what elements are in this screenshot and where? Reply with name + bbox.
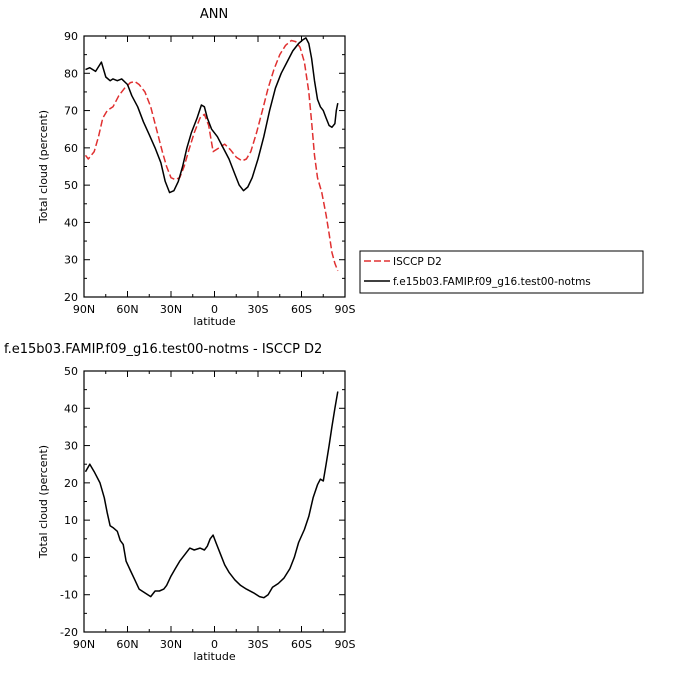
x-tick-label: 60N bbox=[116, 638, 138, 651]
chart-title: f.e15b03.FAMIP.f09_g16.test00-notms - IS… bbox=[4, 342, 322, 357]
y-tick-label: -20 bbox=[60, 626, 78, 639]
y-tick-label: 40 bbox=[64, 402, 78, 415]
x-tick-label: 90N bbox=[73, 303, 95, 316]
series-line-1 bbox=[84, 39, 339, 272]
y-tick-label: -10 bbox=[60, 589, 78, 602]
y-tick-label: 60 bbox=[64, 142, 78, 155]
y-tick-label: 80 bbox=[64, 67, 78, 80]
x-tick-label: 90S bbox=[335, 638, 356, 651]
y-tick-label: 50 bbox=[64, 179, 78, 192]
y-tick-label: 30 bbox=[64, 254, 78, 267]
y-tick-label: 20 bbox=[64, 477, 78, 490]
y-tick-label: 20 bbox=[64, 291, 78, 304]
y-tick-label: 50 bbox=[64, 365, 78, 378]
x-tick-label: 30N bbox=[160, 638, 182, 651]
y-tick-label: 70 bbox=[64, 105, 78, 118]
x-axis-label: latitude bbox=[193, 315, 235, 328]
y-tick-label: 0 bbox=[71, 551, 78, 564]
x-tick-label: 60S bbox=[291, 638, 312, 651]
y-axis-label: Total cloud (percent) bbox=[37, 110, 50, 224]
x-tick-label: 0 bbox=[211, 638, 218, 651]
x-tick-label: 60N bbox=[116, 303, 138, 316]
legend-label-2: f.e15b03.FAMIP.f09_g16.test00-notms bbox=[393, 276, 591, 288]
x-tick-label: 0 bbox=[211, 303, 218, 316]
x-axis-label: latitude bbox=[193, 650, 235, 663]
series-line-2 bbox=[85, 37, 339, 194]
plot-frame bbox=[83, 370, 346, 633]
x-tick-label: 30S bbox=[248, 303, 269, 316]
x-tick-label: 60S bbox=[291, 303, 312, 316]
x-tick-label: 30N bbox=[160, 303, 182, 316]
x-tick-label: 90N bbox=[73, 638, 95, 651]
x-tick-label: 90S bbox=[335, 303, 356, 316]
y-tick-label: 40 bbox=[64, 216, 78, 229]
y-tick-label: 30 bbox=[64, 440, 78, 453]
x-tick-label: 30S bbox=[248, 638, 269, 651]
y-tick-label: 90 bbox=[64, 30, 78, 43]
legend-label-1: ISCCP D2 bbox=[393, 256, 442, 268]
chart-title: ANN bbox=[200, 7, 228, 22]
series-line-1 bbox=[84, 391, 339, 599]
y-tick-label: 10 bbox=[64, 514, 78, 527]
legend-box bbox=[359, 250, 644, 294]
y-axis-label: Total cloud (percent) bbox=[37, 445, 50, 559]
